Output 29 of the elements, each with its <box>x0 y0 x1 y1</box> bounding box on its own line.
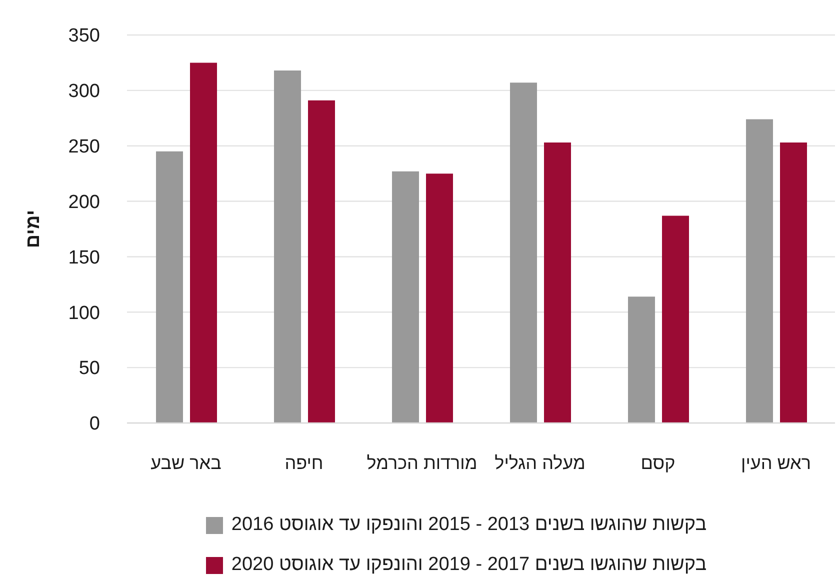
y-tick-label: 150 <box>68 247 100 268</box>
y-tick-label: 300 <box>68 81 100 102</box>
y-tick-label: 350 <box>68 26 100 47</box>
bar <box>308 100 335 423</box>
bar <box>746 119 773 423</box>
x-tick-label: מורדות הכרמל <box>366 452 478 473</box>
y-tick-label: 0 <box>89 414 100 435</box>
x-tick-label: קסם <box>640 452 676 473</box>
x-tick-label: ראש העין <box>741 452 811 473</box>
x-tick-label: באר שבע <box>150 452 222 473</box>
legend-label: בקשות שהוגשו בשנים 2013 - 2015 והונפקו עד אוגוסט 2016 <box>231 514 707 535</box>
x-tick-label: מעלה הגליל <box>494 452 586 473</box>
bar <box>510 82 537 423</box>
bar <box>780 142 807 423</box>
bar <box>392 171 419 423</box>
bar <box>156 151 183 423</box>
bar <box>544 142 571 423</box>
legend-label: בקשות שהוגשו בשנים 2017 - 2019 והונפקו עד אוגוסט 2020 <box>231 554 707 575</box>
y-axis-title: ימים <box>22 210 44 248</box>
x-tick-label: חיפה <box>284 452 324 473</box>
bar <box>274 70 301 423</box>
bar <box>662 216 689 423</box>
bar <box>190 62 217 423</box>
bar <box>426 174 453 423</box>
bar <box>628 296 655 423</box>
y-tick-label: 250 <box>68 136 100 158</box>
y-tick-label: 50 <box>78 358 100 380</box>
y-tick-label: 200 <box>68 192 100 213</box>
y-tick-label: 100 <box>68 302 100 324</box>
